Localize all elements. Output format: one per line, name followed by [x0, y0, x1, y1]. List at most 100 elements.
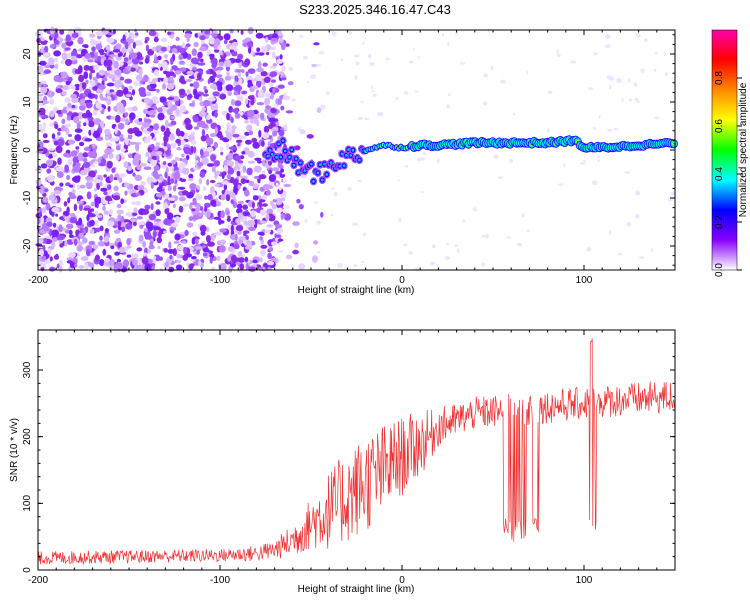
heatmap-cell	[41, 114, 49, 119]
heatmap-cell	[521, 212, 525, 218]
heatmap-cell	[193, 146, 197, 154]
heatmap-cell	[41, 255, 47, 260]
heatmap-ridge-cell	[340, 152, 344, 156]
heatmap-cell	[229, 263, 236, 268]
heatmap-cell	[67, 84, 74, 89]
heatmap-cell	[284, 205, 290, 209]
heatmap-cell	[313, 201, 319, 204]
heatmap-cell	[107, 105, 111, 112]
heatmap-cell	[59, 243, 64, 248]
heatmap-cell	[79, 227, 84, 233]
heatmap-cell	[245, 179, 250, 184]
heatmap-ridge-cell	[275, 155, 278, 159]
heatmap-cell	[74, 128, 83, 133]
snr-panel: -200 -100 0 100 0 100 200 300 Height of straig…	[9, 329, 676, 595]
heatmap-cell	[230, 199, 234, 205]
heatmap-cell	[517, 242, 522, 247]
heatmap-cell	[42, 207, 46, 213]
heatmap-cell	[397, 179, 400, 182]
heatmap-cell	[66, 174, 71, 181]
heatmap-ridge-cell	[279, 155, 283, 159]
heatmap-cell	[146, 221, 152, 230]
heatmap-cell	[232, 133, 240, 138]
heatmap-cell	[230, 99, 235, 106]
heatmap-cell	[189, 183, 197, 191]
heatmap-cell	[414, 90, 419, 93]
heatmap-cell	[270, 107, 277, 114]
heatmap-cell	[136, 164, 142, 170]
heatmap-cell	[186, 70, 194, 76]
heatmap-cell	[215, 170, 221, 176]
heatmap-cell	[252, 183, 260, 189]
heatmap-cell	[285, 43, 290, 47]
heatmap-cell	[72, 165, 81, 173]
heatmap-cell	[90, 127, 94, 135]
heatmap-cell	[64, 58, 73, 67]
heatmap-cell	[262, 62, 268, 67]
heatmap-cell	[89, 72, 93, 80]
heatmap-cell	[93, 118, 101, 125]
snr-x-ticks: -200 -100 0 100	[28, 330, 676, 586]
heatmap-cell	[66, 223, 74, 230]
heatmap-cell	[278, 186, 282, 191]
heatmap-cell	[192, 115, 199, 123]
heatmap-cell	[164, 171, 168, 179]
heatmap-cell	[58, 265, 63, 273]
heatmap-cell	[403, 243, 408, 247]
heatmap-cell	[91, 46, 96, 52]
heatmap-cell	[185, 43, 191, 48]
heatmap-cell	[266, 167, 274, 172]
heatmap-cell	[116, 203, 122, 209]
heatmap-cell	[151, 100, 160, 104]
heatmap-cell	[105, 142, 113, 148]
heatmap-cell	[68, 234, 74, 238]
x-tick-label: 0	[399, 575, 405, 586]
heatmap-cell	[357, 179, 362, 182]
heatmap-cell	[178, 54, 184, 61]
heatmap-cell	[175, 138, 181, 144]
heatmap-cell	[211, 33, 218, 38]
heatmap-ridge-cell	[277, 142, 280, 146]
heatmap-cell	[190, 145, 194, 153]
heatmap-cell	[354, 54, 360, 58]
heatmap-cell	[143, 108, 148, 115]
heatmap-cell	[143, 74, 149, 83]
heatmap-cell	[184, 253, 193, 258]
heatmap-cell	[76, 184, 81, 190]
heatmap-cell	[153, 165, 160, 172]
heatmap-cell	[167, 97, 175, 100]
heatmap-cell	[71, 32, 79, 39]
heatmap-cell	[49, 44, 56, 49]
heatmap-ridge-cell	[290, 148, 294, 152]
heatmap-cell	[123, 161, 129, 168]
heatmap-cell	[71, 104, 76, 109]
y-tick-label: 0	[22, 147, 33, 153]
heatmap-cell	[157, 55, 162, 61]
heatmap-cell	[65, 34, 71, 42]
heatmap-cell	[243, 43, 247, 48]
heatmap-cell	[512, 113, 516, 116]
heatmap-cell	[126, 254, 132, 258]
heatmap-cell	[141, 256, 149, 265]
heatmap-cell	[80, 169, 88, 176]
heatmap-cell	[64, 47, 71, 51]
heatmap-ridge-cell	[347, 148, 350, 151]
heatmap-cell	[64, 97, 71, 103]
heatmap-cell	[497, 176, 503, 179]
heatmap-cell	[204, 29, 211, 35]
heatmap-cell	[235, 139, 243, 144]
heatmap-cell	[114, 77, 120, 81]
heatmap-cell	[42, 100, 48, 105]
heatmap-cell	[155, 209, 161, 217]
heatmap-cell	[638, 256, 645, 259]
heatmap-cell	[107, 184, 112, 191]
heatmap-cell	[56, 171, 64, 178]
heatmap-cell	[167, 176, 171, 183]
heatmap-cell	[210, 154, 217, 162]
heatmap-cell	[352, 222, 358, 226]
heatmap-cell	[85, 181, 93, 188]
heatmap-cell	[128, 85, 133, 91]
heatmap-cell	[100, 158, 106, 166]
heatmap-cell	[116, 145, 121, 151]
heatmap-cell	[192, 214, 200, 221]
